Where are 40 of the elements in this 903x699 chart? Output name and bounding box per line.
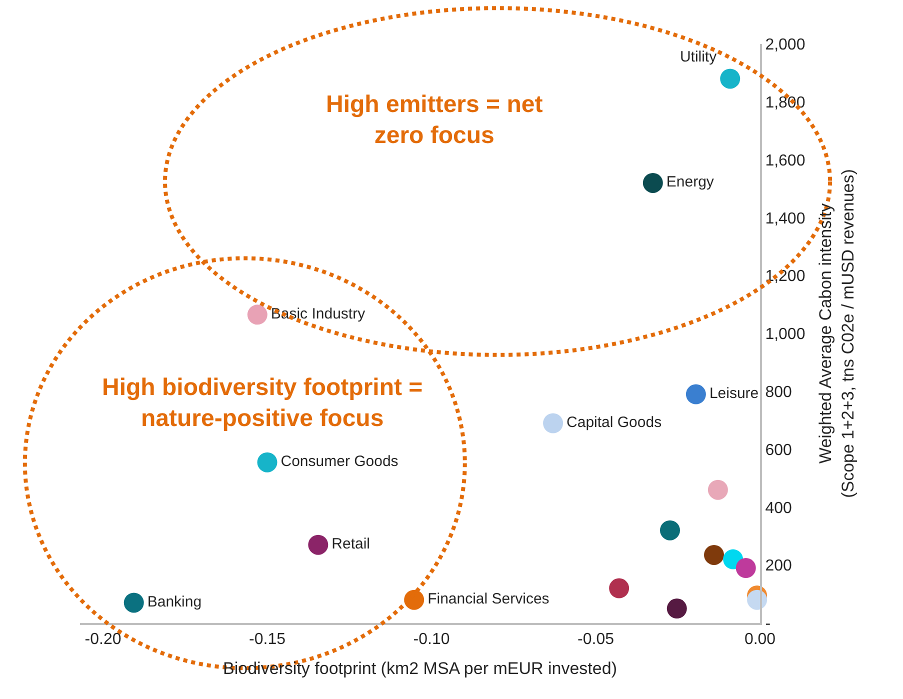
y-tick-label: 2,000 <box>765 36 806 54</box>
x-tick-label: -0.15 <box>249 631 286 648</box>
y-axis-title: Weighted Average Cabon intensity (Scope 1+2+3, tns C02e / mUSD revenues) <box>816 169 858 498</box>
series-label: Financial Services <box>428 590 550 608</box>
point <box>308 534 328 555</box>
y-tick-label: 1,000 <box>765 326 806 344</box>
point <box>257 452 278 472</box>
y-tick-label: 1,400 <box>765 210 806 228</box>
point <box>736 558 756 578</box>
series-label: Energy <box>666 174 714 191</box>
y-tick-label: - <box>765 616 771 633</box>
point <box>666 598 687 619</box>
point <box>720 68 740 89</box>
point <box>543 413 564 434</box>
series-label: Banking <box>147 593 202 610</box>
y-tick-label: 800 <box>765 384 792 401</box>
point <box>704 544 724 565</box>
series-label: Consumer Goods <box>280 453 398 470</box>
x-tick-label: -0.10 <box>413 631 450 648</box>
x-tick-label: -0.20 <box>84 631 122 648</box>
series-label: Capital Goods <box>566 414 662 431</box>
series-label: Retail <box>332 536 370 553</box>
y-tick-label: 400 <box>765 500 792 517</box>
point <box>708 480 728 500</box>
point <box>247 304 268 325</box>
x-axis-title: Biodiversity footprint (km2 MSA per mEUR invested) <box>223 659 617 678</box>
series-label: Leisure <box>709 385 759 402</box>
point <box>686 384 706 404</box>
series-label: Utility <box>680 48 718 66</box>
y-tick-label: 600 <box>765 442 792 459</box>
y-tick-label: 200 <box>765 558 792 575</box>
point <box>124 592 144 613</box>
annotation: High emitters = net zero focus <box>326 91 543 150</box>
point <box>660 520 680 540</box>
x-tick-label: -0.05 <box>578 631 614 648</box>
x-tick-label: 0.00 <box>744 631 776 648</box>
point <box>609 578 630 598</box>
y-tick-label: 1,600 <box>765 152 806 170</box>
annotation: High biodiversity footprint = nature-positive focus <box>102 374 423 432</box>
point <box>642 172 663 193</box>
